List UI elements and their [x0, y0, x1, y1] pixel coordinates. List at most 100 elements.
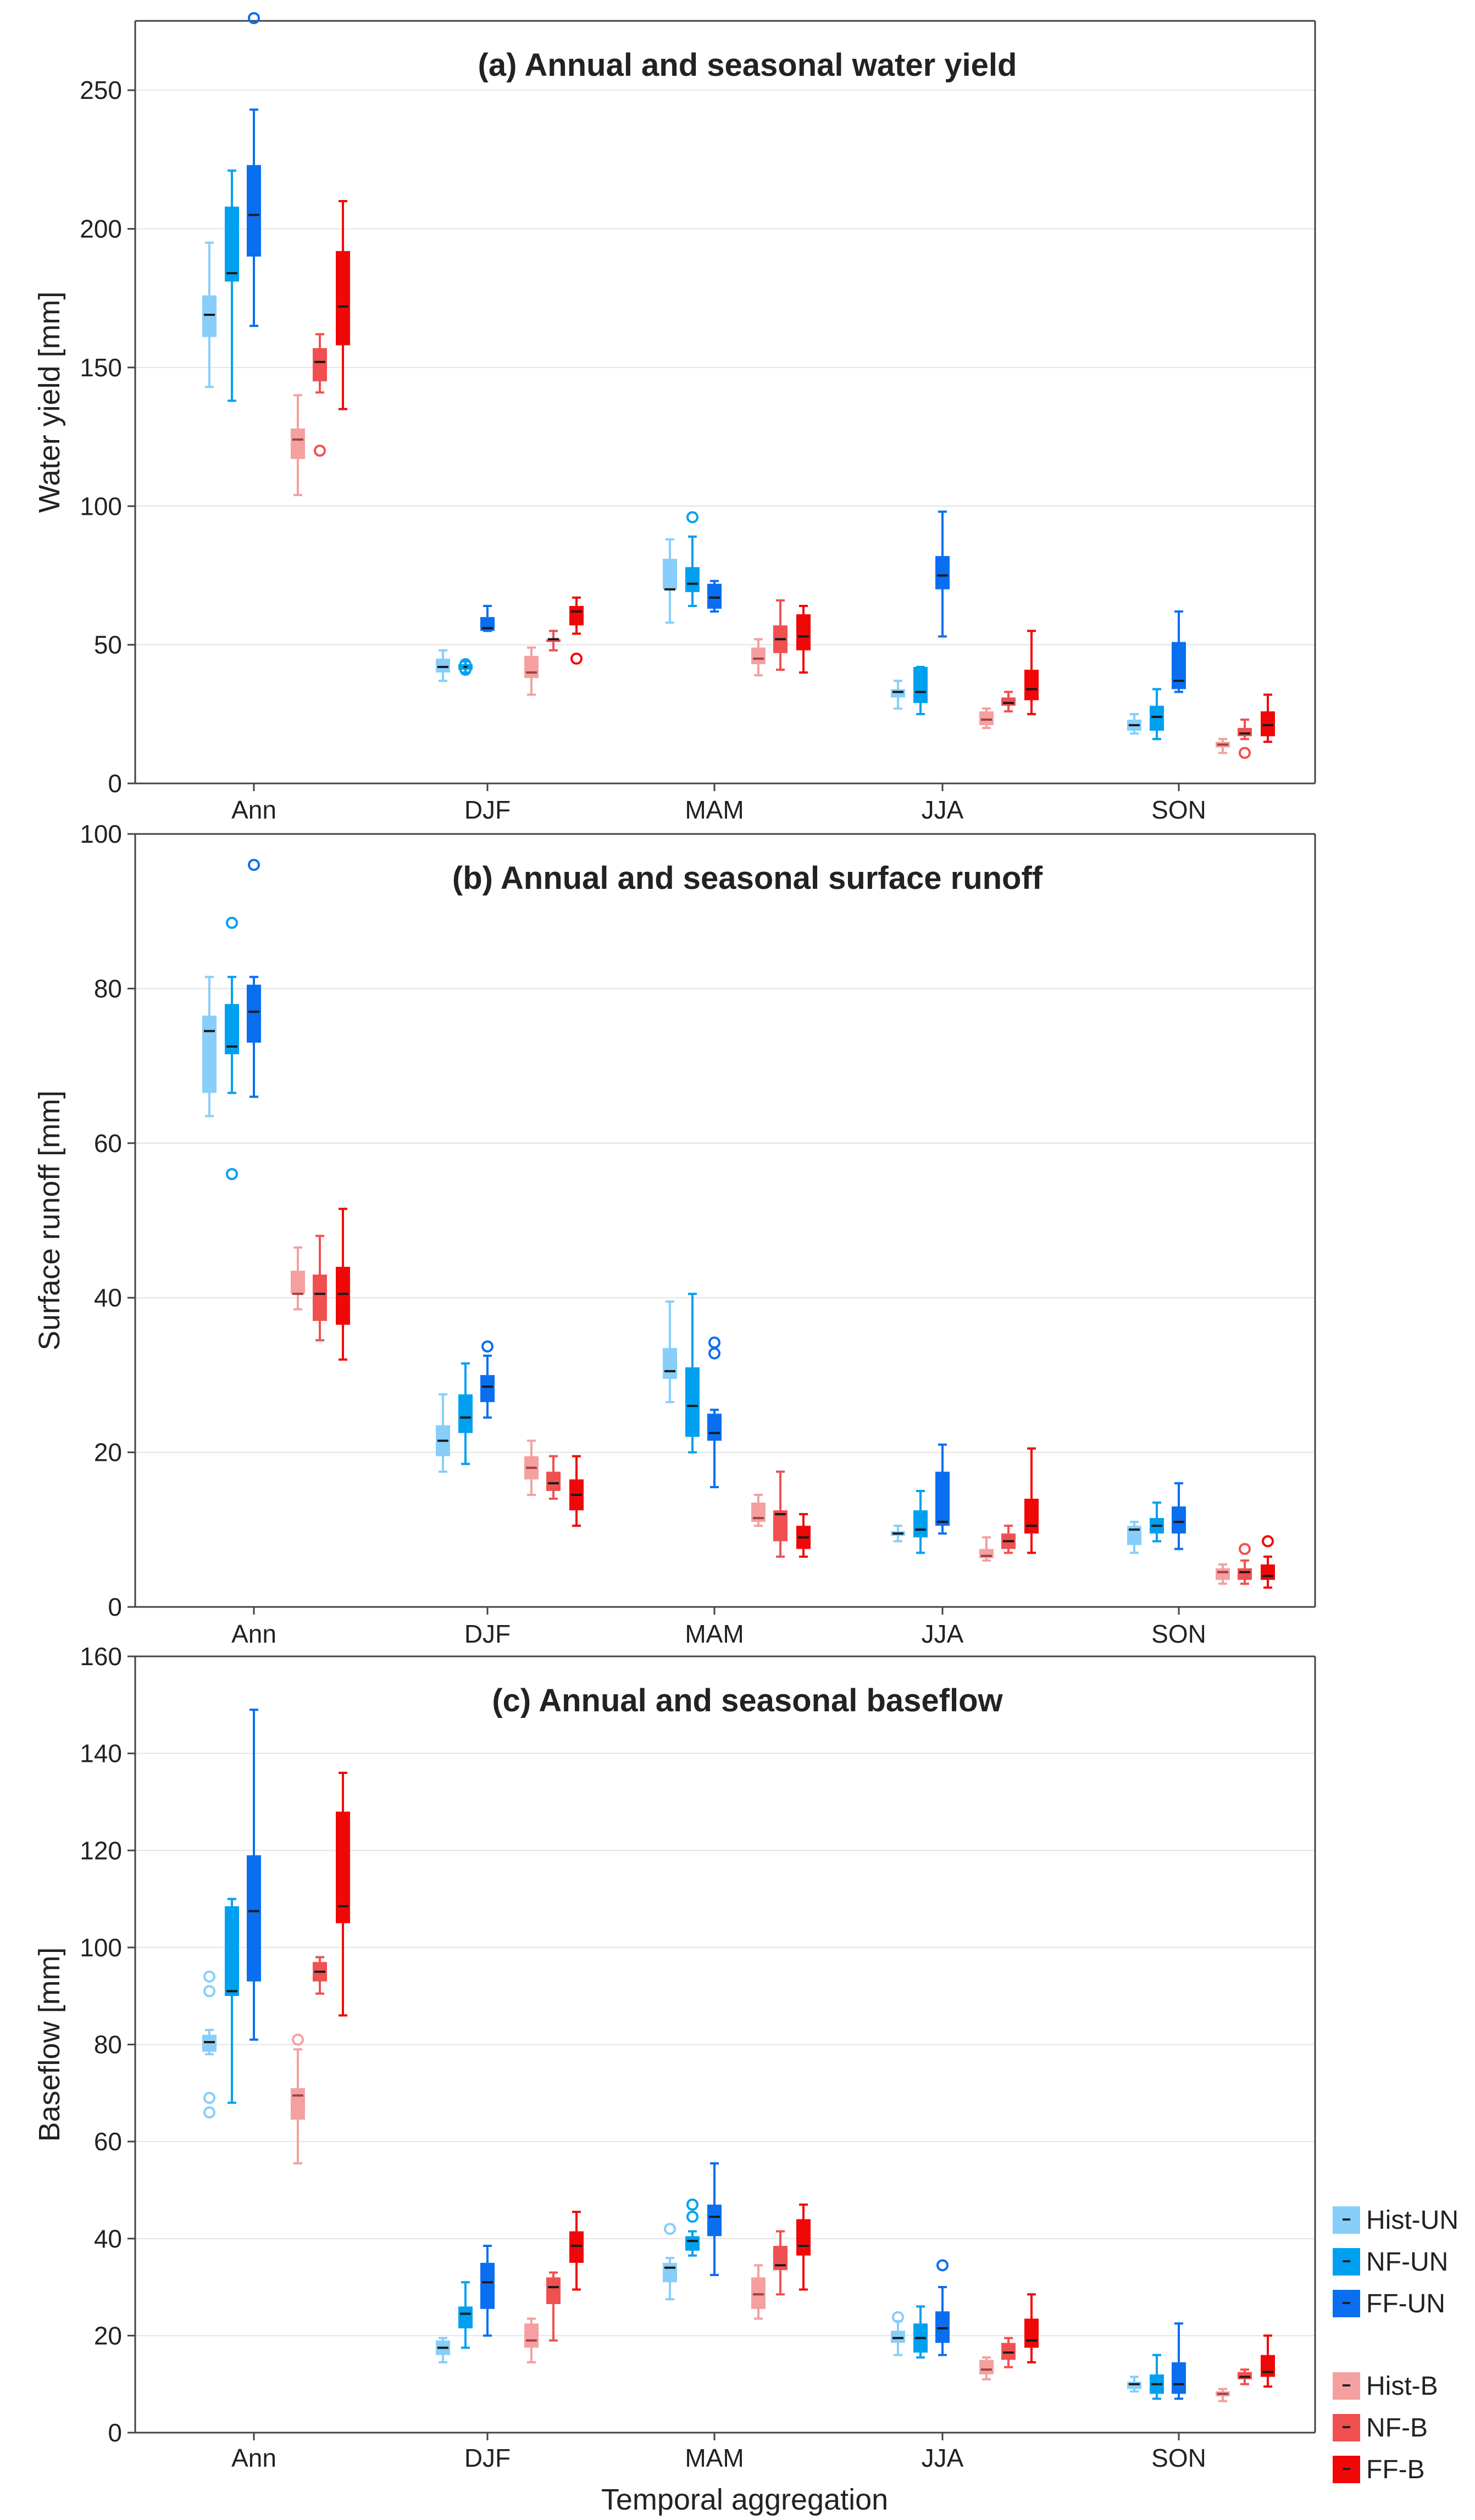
y-tick-label: 40 — [94, 1283, 122, 1312]
box-iqr — [1261, 2355, 1275, 2377]
x-tick-label: SON — [1151, 1620, 1206, 1648]
outlier-point — [226, 916, 238, 929]
box-iqr — [1150, 705, 1164, 731]
box-iqr — [707, 583, 722, 609]
box-hist-un-ann — [202, 976, 217, 1117]
legend: Hist-UN NF-UN FF-UN Hist-B NF-B FF-B — [1333, 2206, 1459, 2484]
box-ff-b-mam — [796, 1513, 811, 1558]
y-tick-label: 150 — [80, 353, 122, 382]
box-ff-b-djf — [569, 1455, 584, 1527]
y-tick-label: 200 — [80, 215, 122, 243]
outlier-point — [314, 444, 326, 457]
x-tick-label: DJF — [464, 796, 511, 824]
box-iqr — [524, 2323, 539, 2348]
box-nf-un-jja — [913, 1489, 928, 1554]
box-hist-b-son — [1216, 1563, 1230, 1585]
box-ff-b-jja — [1024, 1447, 1039, 1554]
box-hist-b-ann — [291, 394, 305, 497]
box-iqr — [1238, 728, 1252, 737]
box-nf-b-jja — [1001, 2337, 1016, 2368]
box-iqr — [913, 667, 928, 703]
box-iqr — [247, 165, 261, 257]
box-iqr — [1172, 1506, 1186, 1534]
legend-label: Hist-B — [1366, 2372, 1438, 2401]
box-iqr — [1216, 1568, 1230, 1580]
box-iqr — [1261, 711, 1275, 737]
box-iqr — [935, 556, 950, 589]
panel-title: (b) Annual and seasonal surface runoff — [452, 860, 1043, 896]
outlier-point — [686, 511, 698, 524]
box-nf-un-ann — [225, 916, 239, 1181]
outlier-point — [1262, 1535, 1274, 1548]
box-ff-b-jja — [1024, 2293, 1039, 2363]
x-tick-label: MAM — [685, 796, 744, 824]
box-iqr — [979, 711, 994, 726]
box-hist-b-mam — [751, 638, 766, 677]
box-iqr — [291, 428, 305, 459]
box-iqr — [685, 2236, 700, 2251]
x-tick-label: MAM — [685, 1620, 744, 1648]
y-tick-label: 100 — [80, 820, 122, 848]
box-ff-b-ann — [336, 1208, 350, 1361]
y-tick-label: 60 — [94, 2127, 122, 2156]
outlier-point — [664, 2223, 676, 2235]
box-ff-un-jja — [935, 1443, 950, 1535]
box-nf-b-ann — [313, 1234, 327, 1342]
box-iqr — [935, 2311, 950, 2343]
box-nf-un-djf — [458, 658, 473, 676]
box-nf-b-djf — [546, 1455, 561, 1500]
legend-label: NF-B — [1366, 2413, 1428, 2443]
box-ff-b-ann — [336, 1771, 350, 2017]
y-tick-label: 120 — [80, 1836, 122, 1865]
box-ff-un-ann — [247, 1709, 261, 2041]
y-tick-label: 0 — [108, 769, 122, 798]
box-hist-b-ann — [291, 2033, 305, 2165]
legend-label: FF-UN — [1366, 2289, 1445, 2318]
box-iqr — [480, 1375, 495, 1403]
panel-3: 0 20 40 60 80 100 120 140 160 Ann DJF MAM JJA SON (c) … — [33, 1642, 1316, 2472]
box-iqr — [663, 2262, 677, 2283]
box-nf-b-djf — [546, 630, 561, 652]
box-nf-b-mam — [773, 2230, 788, 2296]
box-nf-un-jja — [913, 2305, 928, 2359]
box-iqr — [979, 2360, 994, 2375]
box-nf-un-mam — [685, 511, 700, 607]
outlier-point — [1239, 1543, 1251, 1555]
box-iqr — [291, 2088, 305, 2120]
x-tick-label: Ann — [231, 796, 276, 824]
box-ff-b-djf — [569, 596, 584, 665]
y-tick-label: 140 — [80, 1739, 122, 1768]
outlier-point — [892, 2311, 904, 2323]
box-nf-b-mam — [773, 599, 788, 671]
outlier-point — [936, 2259, 949, 2272]
box-nf-b-son — [1238, 2368, 1252, 2385]
panel-1: 0 50 100 150 200 250 Ann DJF MAM JJA SON (a) Annual… — [33, 12, 1316, 824]
box-hist-un-jja — [891, 2311, 905, 2356]
x-tick-label: SON — [1151, 796, 1206, 824]
box-nf-b-djf — [546, 2271, 561, 2342]
box-iqr — [225, 1906, 239, 1996]
outlier-point — [459, 664, 472, 676]
box-iqr — [1261, 1564, 1275, 1580]
box-iqr — [1127, 2382, 1141, 2389]
box-iqr — [436, 658, 450, 673]
y-axis-label: Surface runoff [mm] — [33, 1091, 66, 1350]
box-iqr — [913, 1510, 928, 1538]
box-hist-b-son — [1216, 2388, 1230, 2402]
x-tick-label: Ann — [231, 1620, 276, 1648]
legend-item-hist-b: Hist-B — [1333, 2372, 1438, 2401]
x-tick-label: Ann — [231, 2444, 276, 2472]
box-ff-b-djf — [569, 2211, 584, 2291]
legend-item-nf-un: NF-UN — [1333, 2248, 1448, 2277]
box-nf-un-son — [1150, 2354, 1164, 2400]
box-hist-b-jja — [979, 707, 994, 730]
outlier-point — [708, 1336, 720, 1349]
box-ff-b-ann — [336, 200, 350, 410]
y-tick-label: 20 — [94, 2321, 122, 2350]
box-hist-un-mam — [663, 538, 677, 624]
legend-item-ff-un: FF-UN — [1333, 2289, 1445, 2318]
panel-title: (a) Annual and seasonal water yield — [478, 47, 1017, 83]
box-nf-un-ann — [225, 1898, 239, 2104]
box-hist-un-jja — [891, 1525, 905, 1543]
box-iqr — [1172, 642, 1186, 689]
